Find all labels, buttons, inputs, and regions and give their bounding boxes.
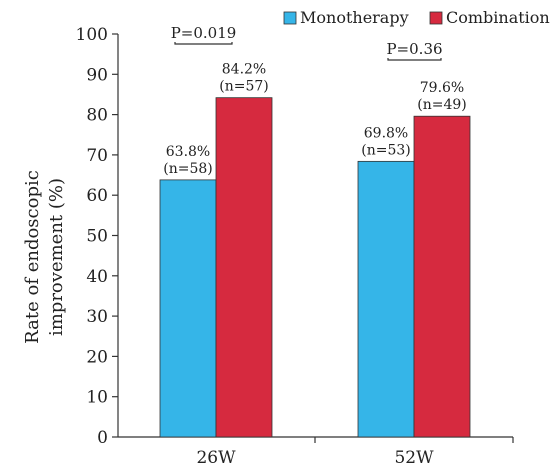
y-tick-label: 80 [86, 106, 108, 126]
legend: Monotherapy Combination [283, 8, 550, 27]
legend-label-combination: Combination [446, 8, 550, 27]
legend-label-monotherapy: Monotherapy [300, 8, 409, 27]
bars [159, 97, 471, 438]
y-axis-title-line2: improvement (%) [46, 178, 67, 336]
bar-26W-monotherapy [159, 179, 217, 438]
data-labels: 63.8%(n=58) 84.2%(n=57) 69.8%(n=53) 79.6%(n… [163, 62, 467, 177]
y-tick-label: 70 [86, 146, 108, 166]
y-tick-label: 0 [97, 428, 108, 448]
p-value-annotations: P=0.019 P=0.36 [171, 24, 443, 61]
legend-swatch-monotherapy [283, 11, 297, 25]
x-tick-label: 26W [196, 448, 236, 468]
y-tick-label: 100 [76, 25, 108, 45]
y-tick-label: 90 [86, 65, 108, 85]
legend-swatch-combination [429, 11, 443, 25]
data-label-value: 79.6% [420, 80, 464, 96]
x-axis: 26W 52W [118, 436, 514, 468]
y-tick-label: 60 [86, 186, 108, 206]
y-tick-label: 40 [86, 267, 108, 287]
p-value-bracket [387, 58, 442, 61]
bar-52W-combination [413, 115, 471, 438]
x-tick-label: 52W [394, 448, 434, 468]
bar-52W-monotherapy [357, 160, 415, 438]
data-label-value: 63.8% [166, 144, 210, 160]
y-tick-label: 10 [86, 388, 108, 408]
data-label-n: (n=49) [417, 97, 467, 113]
bar-26W-combination [215, 97, 273, 438]
y-tick-label: 50 [86, 227, 108, 247]
p-value-label: P=0.019 [171, 24, 237, 42]
y-tick-label: 30 [86, 307, 108, 327]
data-label-n: (n=58) [163, 161, 213, 177]
p-value-bracket [174, 42, 233, 45]
data-label-value: 69.8% [364, 125, 408, 141]
p-value-label: P=0.36 [386, 40, 442, 58]
data-label-value: 84.2% [222, 62, 266, 78]
y-tick-label: 20 [86, 347, 108, 367]
y-axis: 0 10 20 30 40 50 60 70 80 90 100 [76, 25, 119, 448]
data-label-n: (n=53) [361, 142, 411, 158]
data-label-n: (n=57) [219, 79, 269, 95]
y-axis-title-line1: Rate of endoscopic [22, 170, 43, 344]
